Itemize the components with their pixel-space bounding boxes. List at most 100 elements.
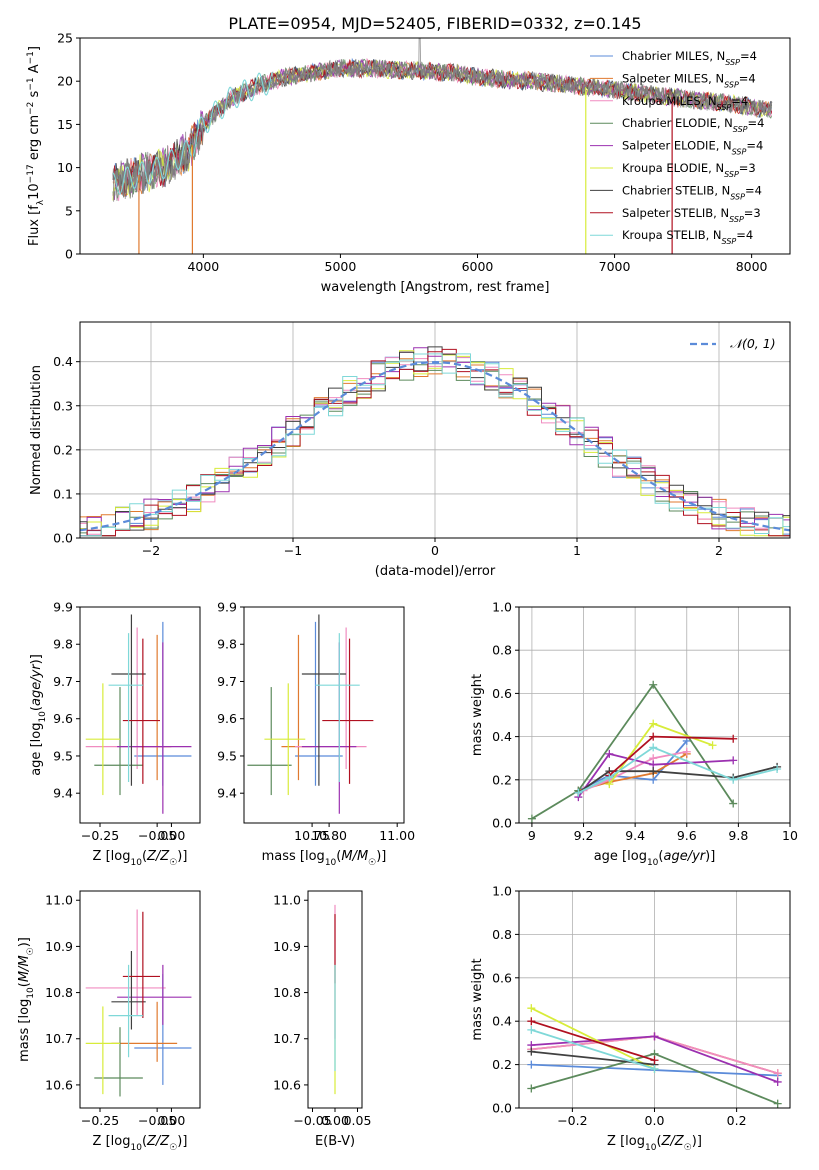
spectrum-xtick-label: 5000 (325, 259, 357, 274)
spectrum-legend-label: Chabrier ELODIE, NSSP=4 (622, 116, 764, 134)
mass_vs_Z-xlabel-part: ☉ (169, 1143, 177, 1153)
spectrum-ylabel-part: ] (27, 46, 42, 51)
residual_hist-ytick-label: 0.3 (53, 398, 73, 413)
residual_hist-xtick-label: 2 (715, 543, 723, 558)
age_vs_Z-xlabel-part: Z/Z (146, 849, 170, 864)
massweight_vs_age-xlabel: age [log10(age/yr)] (594, 849, 716, 868)
spectrum-ylabel-part: −17 (26, 164, 36, 183)
spectrum-legend-model: Kroupa STELIB, N (622, 228, 722, 242)
spectrum-legend-label: Salpeter STELIB, NSSP=3 (622, 206, 761, 224)
spectrum-legend-sub: SSP (729, 214, 744, 223)
spectrum-ylabel-part: −1 (26, 77, 36, 90)
spectrum-ytick-label: 20 (57, 74, 73, 89)
age_vs_Z-frame (79, 606, 201, 824)
spectrum-legend-nssp: =4 (736, 228, 753, 242)
mass_vs_Z-ylabel-part: ☉ (26, 947, 36, 955)
mass_vs_ebv-ytick-label: 10.6 (273, 1077, 301, 1092)
hist-series-7 (80, 348, 790, 537)
spectrum-legend-sub: SSP (725, 58, 740, 67)
mass_vs_ebv-xtick-label: 0.05 (344, 1113, 372, 1128)
massweight_vs_Z-marker (527, 1025, 536, 1034)
age_vs_Z-xlabel-part: )] (177, 849, 187, 864)
age_vs_Z-ytick-label: 9.6 (53, 711, 73, 726)
massweight_vs_Z-marker (527, 1047, 536, 1056)
massweight_vs_age-xlabel-part: ( (658, 849, 663, 864)
residual_hist-xtick-label: 1 (573, 543, 581, 558)
residual_hist-ytick-label: 0.4 (53, 354, 73, 369)
massweight_vs_Z-ytick-label: 0.8 (492, 927, 512, 942)
mass_vs_Z-xtick-label: −0.25 (81, 1113, 119, 1128)
spectrum-ytick-label: 15 (57, 117, 73, 132)
age_vs_Z-ylabel-part: ( (29, 706, 44, 711)
spectrum-legend-sub: SSP (732, 147, 747, 156)
age_vs_Z-xlabel-part: ☉ (169, 858, 177, 868)
age_vs_mass-xlabel: mass [log10(M/M☉)] (262, 849, 387, 868)
mass_vs_ebv-ytick-label: 11.0 (273, 893, 301, 908)
massweight_vs_Z-ytick-label: 0.4 (492, 1014, 512, 1029)
spectrum-xtick-label: 4000 (187, 259, 219, 274)
massweight_vs_Z-xtick-label: 0.0 (645, 1113, 665, 1128)
massweight_vs_Z-marker (527, 1084, 536, 1093)
massweight_vs_age-marker (729, 756, 738, 765)
spectrum-ylabel-part: s (27, 90, 42, 101)
age_vs_mass-xlabel-part: M/M (341, 849, 368, 864)
hist-steps (80, 346, 790, 537)
massweight_vs_age-marker (708, 741, 717, 750)
spectrum-legend-nssp: =4 (745, 183, 762, 197)
massweight_vs_age-marker (527, 814, 536, 823)
spectrum-ytick-label: 10 (57, 160, 73, 175)
age_vs_Z-xlabel: Z [log10(Z/Z☉)] (93, 849, 188, 868)
massweight_vs_age-ytick-label: 1.0 (492, 600, 512, 615)
massweight_vs_age-marker (682, 747, 691, 756)
spectrum-ytick-label: 5 (65, 203, 73, 218)
age_vs_Z-ytick-label: 9.5 (53, 748, 73, 763)
spectrum-legend-label: Kroupa ELODIE, NSSP=3 (622, 161, 756, 179)
age_vs_mass-ytick-label: 9.5 (217, 748, 237, 763)
massweight_vs_age-series-3 (531, 683, 734, 820)
massweight_vs_Z-xtick-label: −0.2 (557, 1113, 587, 1128)
massweight_vs_Z-xlabel-part: Z [log (607, 1134, 645, 1149)
massweight_vs_age-marker (649, 680, 658, 689)
massweight_vs_Z-xtick-label: 0.2 (727, 1113, 747, 1128)
mass_vs_Z-ylabel-part: )] (17, 937, 32, 947)
massweight_vs_Z-series-7 (531, 1020, 655, 1062)
age_vs_mass-xtick-label: 10.75 (294, 828, 330, 843)
age_vs_Z-ytick-label: 9.4 (53, 786, 73, 801)
spectrum-ylabel-part: Flux [f (27, 205, 42, 246)
massweight_vs_age-xtick-label: 9.6 (677, 828, 697, 843)
massweight_vs_Z-marker (773, 1099, 782, 1108)
figure-title: PLATE=0954, MJD=52405, FIBERID=0332, z=0… (228, 14, 641, 33)
spectrum-legend-model: Chabrier STELIB, N (622, 183, 730, 197)
spectrum-ylabel-part: 10 (27, 183, 42, 200)
spectrum-legend-sub: SSP (733, 125, 748, 134)
age_vs_mass-xtick-label: 10.80 (311, 828, 347, 843)
age_vs_Z-ytick-label: 9.8 (53, 637, 73, 652)
residual_hist-ylabel: Normed distribution (29, 365, 44, 495)
massweight_vs_Z-xlabel-part: ☉ (684, 1143, 692, 1153)
mass_vs_Z-xlabel: Z [log10(Z/Z☉)] (93, 1134, 188, 1153)
spectrum-legend-nssp: =4 (740, 49, 757, 63)
massweight_vs_age-marker (729, 799, 738, 808)
age_vs_mass-ytick-label: 9.4 (217, 786, 237, 801)
age_vs_mass-xlabel-part: 10 (325, 858, 337, 868)
mass_vs_Z-xlabel-part: Z [log (93, 1134, 131, 1149)
massweight_vs_age-ytick-label: 0.8 (492, 643, 512, 658)
age_vs_mass-ytick-label: 9.6 (217, 711, 237, 726)
mass_vs_Z-ytick-label: 10.7 (45, 1031, 73, 1046)
spectrum-ytick-label: 0 (65, 247, 73, 262)
massweight_vs_age-marker (574, 788, 583, 797)
spectrum-xtick-label: 8000 (736, 259, 768, 274)
age_vs_Z-ylabel-part: age/yr (29, 663, 44, 706)
spectrum-ylabel-part: A (27, 64, 42, 77)
mass_vs_ebv-ytick-label: 10.8 (273, 985, 301, 1000)
massweight_vs_age-xtick-label: 10 (782, 828, 798, 843)
mass_vs_Z-xlabel-part: )] (177, 1134, 187, 1149)
spectrum-ylabel-part: −1 (26, 51, 36, 64)
mass_vs_Z-frame (79, 890, 201, 1109)
mass_vs_ebv-ytick-label: 10.9 (273, 939, 301, 954)
spectrum-legend-model: Salpeter MILES, N (622, 71, 724, 85)
spectrum-xlabel: wavelength [Angstrom, rest frame] (321, 280, 550, 295)
spectrum-legend-label: Chabrier MILES, NSSP=4 (622, 49, 757, 67)
massweight_vs_age-marker (649, 719, 658, 728)
spectrum-frame (79, 37, 791, 255)
